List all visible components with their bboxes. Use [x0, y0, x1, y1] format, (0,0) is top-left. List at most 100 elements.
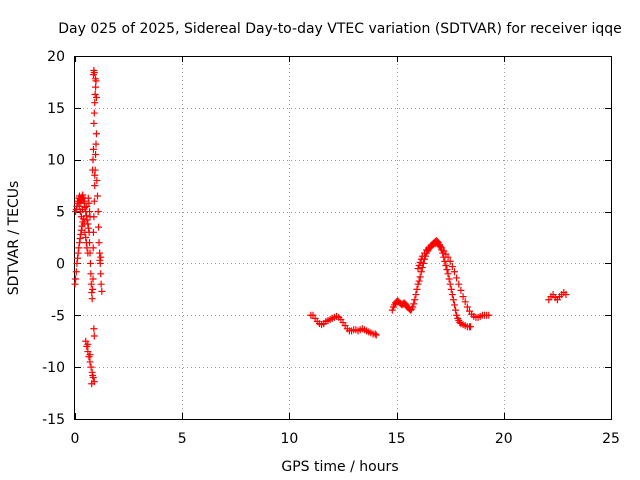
data-point	[87, 363, 95, 371]
data-point	[91, 171, 99, 179]
data-point	[84, 340, 92, 348]
data-point	[92, 130, 100, 138]
data-point	[83, 244, 91, 252]
y-tick-label: 20	[47, 49, 65, 65]
data-point	[90, 119, 98, 127]
data-point	[461, 298, 469, 306]
data-point	[92, 93, 100, 101]
data-point	[72, 275, 80, 283]
data-point	[71, 280, 79, 288]
chart-title: Day 025 of 2025, Sidereal Day-to-day VTE…	[58, 21, 622, 37]
data-point	[86, 351, 94, 359]
x-tick-label: 20	[495, 431, 513, 447]
data-point	[417, 255, 425, 263]
data-point	[437, 243, 445, 251]
data-point	[92, 151, 100, 159]
data-point	[76, 235, 84, 243]
data-point	[75, 244, 83, 252]
data-point	[90, 109, 98, 117]
data-point	[74, 254, 82, 262]
data-point	[93, 176, 101, 184]
data-point	[89, 145, 97, 153]
data-point	[84, 220, 92, 228]
data-point	[467, 323, 475, 331]
data-point	[417, 268, 425, 276]
data-point	[79, 205, 87, 213]
data-point	[90, 213, 98, 221]
data-point	[415, 262, 423, 270]
data-point	[413, 285, 421, 293]
data-point	[89, 371, 97, 379]
data-point	[442, 262, 450, 270]
data-point	[96, 249, 104, 257]
data-point	[83, 216, 91, 224]
y-tick-label: 5	[56, 205, 65, 221]
data-point	[447, 285, 455, 293]
data-point	[410, 300, 418, 308]
x-tick-label: 5	[178, 431, 187, 447]
data-point	[463, 303, 471, 311]
data-point	[96, 256, 104, 264]
y-tick-label: 10	[47, 153, 65, 169]
data-point	[77, 213, 85, 221]
plot-frame	[74, 56, 612, 420]
data-point	[79, 191, 87, 199]
data-point	[446, 257, 454, 265]
data-point	[95, 239, 103, 247]
y-axis-label: SDTVAR / TECUs	[6, 181, 22, 296]
y-tick-label: -15	[42, 412, 65, 428]
data-point	[95, 223, 103, 231]
data-point	[450, 301, 458, 309]
data-point	[372, 331, 380, 339]
data-point	[450, 268, 458, 276]
data-point	[86, 358, 94, 366]
data-point	[415, 277, 423, 285]
data-point	[416, 258, 424, 266]
data-point	[89, 228, 97, 236]
data-point	[562, 291, 570, 299]
data-point	[388, 306, 396, 314]
data-point	[87, 280, 95, 288]
data-point	[84, 194, 92, 202]
axis-ticks	[75, 56, 612, 420]
data-point	[412, 291, 420, 299]
data-point	[92, 140, 100, 148]
x-tick-labels: 0 5 10 15 20 25	[71, 431, 620, 447]
y-tick-label: 15	[47, 101, 65, 117]
data-point	[446, 280, 454, 288]
data-point	[485, 311, 493, 319]
data-point	[77, 230, 85, 238]
data-point	[90, 325, 98, 333]
x-tick-label: 10	[280, 431, 298, 447]
data-point	[72, 268, 80, 276]
data-point	[409, 303, 417, 311]
y-tick-label: 0	[56, 256, 65, 272]
data-point	[91, 99, 99, 107]
data-point	[444, 270, 452, 278]
data-point	[85, 224, 93, 232]
data-points	[71, 67, 570, 388]
data-point	[82, 212, 90, 220]
data-point	[443, 266, 451, 274]
data-point	[453, 274, 461, 282]
data-point	[88, 380, 96, 388]
x-axis-label: GPS time / hours	[281, 459, 398, 475]
data-point	[86, 259, 94, 267]
data-point	[448, 291, 456, 299]
data-point	[86, 239, 94, 247]
data-point	[90, 69, 98, 77]
data-point	[419, 259, 427, 267]
data-point	[89, 156, 97, 164]
data-point	[97, 280, 105, 288]
data-point	[89, 285, 97, 293]
data-point	[97, 270, 105, 278]
data-point	[81, 197, 89, 205]
x-tick-label: 15	[388, 431, 406, 447]
data-point	[90, 197, 98, 205]
data-point	[97, 253, 105, 261]
data-point	[72, 205, 80, 213]
data-point	[94, 208, 102, 216]
data-point	[85, 199, 93, 207]
